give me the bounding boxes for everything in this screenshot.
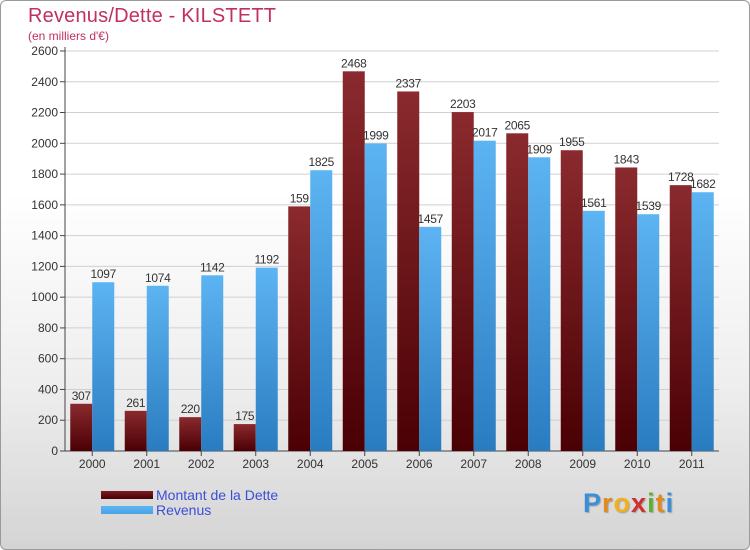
data-label-revenus: 1074	[145, 271, 171, 285]
bar-dette	[560, 150, 583, 451]
y-tick-label: 400	[38, 382, 58, 396]
data-label-dette: 307	[72, 389, 92, 403]
bar-revenus	[201, 275, 224, 451]
bar-dette	[124, 410, 147, 451]
x-tick-label: 2010	[624, 457, 651, 471]
data-label-revenus: 1097	[91, 267, 117, 281]
data-label-revenus: 1192	[254, 253, 279, 267]
data-label-dette: 220	[181, 402, 201, 416]
bar-revenus	[691, 192, 714, 451]
proxiti-logo: Proxiti	[583, 488, 675, 518]
y-tick-label: 2200	[31, 106, 58, 120]
x-tick-label: 2002	[188, 457, 215, 471]
data-label-dette: 1843	[614, 152, 640, 166]
y-tick-label: 1000	[31, 290, 58, 304]
data-label-dette: 159	[290, 191, 310, 205]
bar-dette	[615, 167, 638, 451]
bar-revenus	[637, 214, 660, 451]
bar-dette	[451, 112, 474, 452]
bar-dette	[288, 206, 311, 451]
y-tick-label: 2400	[31, 75, 58, 89]
bar-dette	[70, 403, 93, 451]
data-label-revenus: 1142	[200, 260, 225, 274]
bar-revenus	[364, 143, 387, 451]
chart-subtitle: (en milliers d'€)	[28, 29, 109, 43]
x-tick-label: 2008	[515, 457, 542, 471]
x-tick-label: 2000	[79, 457, 106, 471]
bar-revenus	[419, 226, 442, 451]
bar-revenus	[146, 285, 169, 451]
data-label-dette: 2468	[341, 56, 367, 70]
data-label-revenus: 1909	[527, 142, 553, 156]
x-tick-label: 2001	[133, 457, 160, 471]
data-label-dette: 261	[126, 396, 146, 410]
y-tick-label: 800	[38, 321, 58, 335]
data-label-dette: 1728	[668, 170, 694, 184]
x-tick-label: 2006	[406, 457, 433, 471]
y-tick-label: 0	[51, 444, 58, 458]
bar-dette	[506, 133, 529, 452]
data-label-revenus: 1539	[636, 199, 662, 213]
bar-revenus	[92, 282, 115, 451]
x-tick-label: 2004	[297, 457, 324, 471]
data-label-revenus: 1825	[309, 155, 335, 169]
bar-revenus	[310, 170, 333, 451]
y-tick-label: 1800	[31, 167, 58, 181]
bar-revenus	[582, 210, 605, 451]
y-tick-label: 1600	[31, 198, 58, 212]
y-tick-label: 2000	[31, 136, 58, 150]
bar-revenus	[473, 140, 496, 451]
data-label-revenus: 1999	[363, 128, 389, 142]
bar-dette	[669, 185, 692, 451]
data-label-revenus: 1561	[581, 196, 607, 210]
legend-label-revenus: Revenus	[156, 502, 212, 518]
data-label-revenus: 1682	[690, 177, 716, 191]
y-tick-label: 600	[38, 352, 58, 366]
x-tick-label: 2007	[460, 457, 487, 471]
bar-dette	[342, 71, 365, 452]
data-label-dette: 2203	[450, 97, 476, 111]
data-label-revenus: 2017	[472, 126, 498, 140]
x-tick-label: 2009	[569, 457, 596, 471]
bar-revenus	[528, 157, 551, 452]
bar-revenus	[255, 267, 278, 451]
x-tick-label: 2011	[679, 457, 705, 471]
x-tick-label: 2003	[242, 457, 269, 471]
legend-label-dette: Montant de la Dette	[156, 487, 279, 503]
legend-swatch-revenus	[101, 506, 153, 514]
y-tick-label: 1200	[31, 259, 58, 273]
x-tick-label: 2005	[351, 457, 378, 471]
chart-title: Revenus/Dette - KILSTETT	[28, 5, 277, 27]
bar-dette	[179, 417, 202, 451]
bar-dette	[233, 424, 256, 451]
y-tick-label: 200	[38, 413, 58, 427]
data-label-dette: 1955	[559, 135, 585, 149]
y-tick-label: 1400	[31, 229, 58, 243]
data-label-revenus: 1457	[418, 212, 444, 226]
data-label-dette: 175	[235, 409, 255, 423]
y-tick-label: 2600	[31, 44, 58, 58]
data-label-dette: 2337	[396, 76, 422, 90]
data-label-dette: 2065	[505, 118, 531, 132]
legend-swatch-dette	[101, 491, 153, 499]
bar-dette	[397, 91, 420, 451]
bar-chart: 0 200 400 600 800 1000 1200 1400 1600 1800 2000 220…	[31, 44, 719, 471]
